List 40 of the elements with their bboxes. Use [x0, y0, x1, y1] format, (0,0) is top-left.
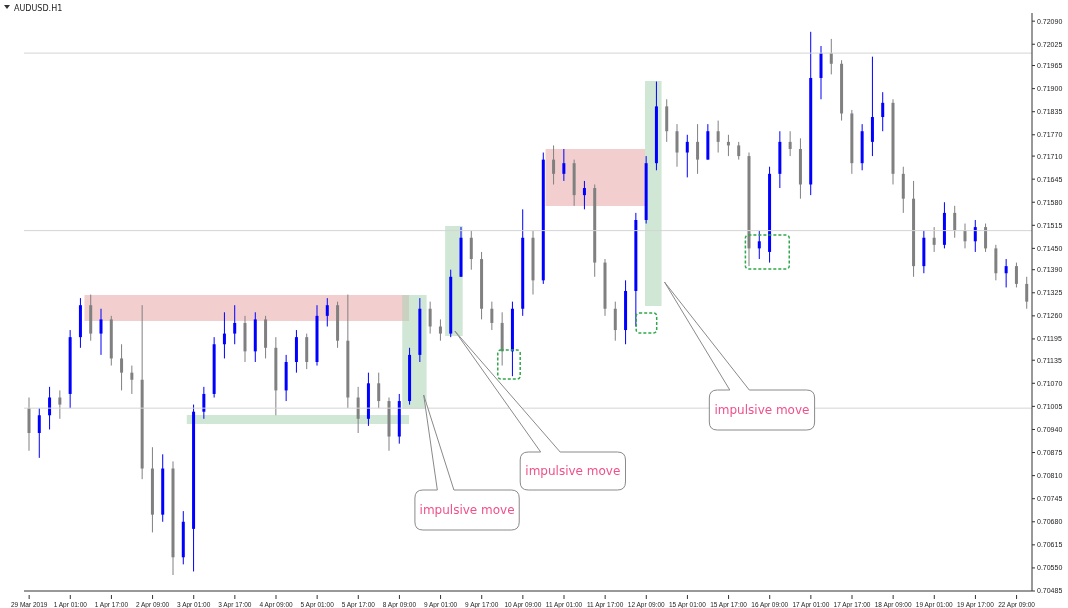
candlestick [48, 386, 52, 430]
candlestick [325, 297, 329, 327]
candlestick [757, 230, 761, 260]
candlestick [881, 91, 885, 132]
candlestick [377, 372, 381, 409]
annotation: impulsive move [419, 503, 515, 517]
candlestick [953, 205, 957, 239]
candlestick [1014, 262, 1018, 288]
candlestick [428, 301, 432, 335]
candlestick [675, 123, 679, 168]
candlestick [222, 311, 226, 359]
candlestick [582, 180, 586, 210]
candlestick [130, 365, 134, 395]
candlestick [202, 386, 206, 420]
candlestick [490, 301, 494, 331]
candlestick [58, 389, 62, 420]
candlestick [973, 219, 977, 253]
candlestick [932, 226, 936, 253]
candlestick [984, 223, 988, 253]
candlestick [1025, 276, 1029, 310]
candlestick [233, 304, 237, 345]
candlestick [696, 123, 700, 175]
candlestick [613, 301, 617, 342]
candlestick [963, 223, 967, 249]
candlestick [562, 148, 566, 182]
candlestick [37, 407, 41, 459]
candlestick [685, 134, 689, 178]
candlestick [356, 386, 360, 434]
candlestick [1004, 258, 1008, 288]
annotation: impulsive move [714, 403, 810, 417]
candlestick [438, 318, 442, 342]
candlestick [829, 38, 833, 75]
candlestick [469, 230, 473, 271]
candlestick [552, 144, 556, 185]
candlestick [788, 130, 792, 157]
candlestick [120, 343, 124, 391]
candlestick [716, 120, 720, 154]
annotation: impulsive move [525, 464, 621, 478]
chart-title: AUDUSD.H1 [14, 4, 63, 13]
candlestick [99, 308, 103, 356]
